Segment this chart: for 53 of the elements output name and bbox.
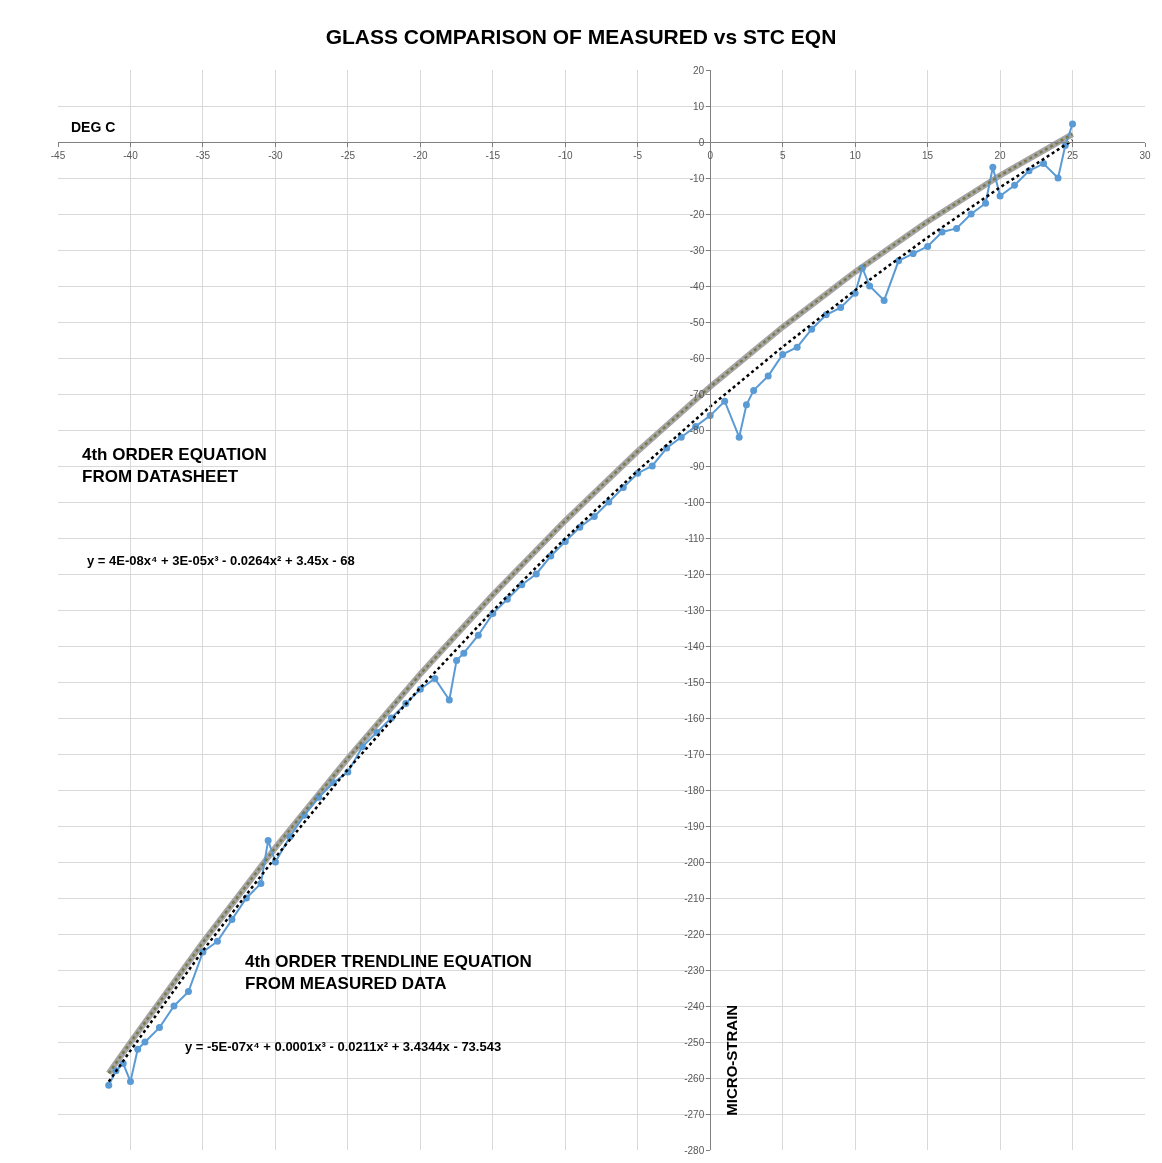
y-tick-label: -30	[689, 244, 705, 256]
y-tick-label: -250	[684, 1036, 705, 1048]
y-tick-label: -170	[684, 748, 705, 760]
x-tick-label: 30	[1139, 150, 1151, 161]
y-axis-title: MICRO-STRAIN	[723, 1004, 741, 1116]
x-tick-label: 20	[994, 150, 1007, 161]
y-tick-label: -90	[689, 460, 705, 472]
y-tick-label: -60	[689, 352, 705, 364]
x-tick-label: -30	[268, 150, 284, 161]
x-tick-label: -45	[50, 150, 66, 161]
y-tick-label: -240	[684, 1000, 705, 1012]
y-tick-label: -180	[684, 784, 705, 796]
x-tick-label: -20	[413, 150, 428, 161]
x-tick-label: -40	[123, 150, 139, 161]
x-axis-title: DEG C	[71, 119, 116, 135]
y-tick-label: -120	[684, 568, 705, 580]
x-tick-label: 25	[1066, 150, 1079, 161]
y-tick-label: -200	[684, 856, 705, 868]
x-tick-label: -15	[485, 150, 501, 161]
y-tick-label: -150	[684, 676, 705, 688]
y-tick-label: -70	[689, 388, 705, 400]
annotation: y = 4E-08x⁴ + 3E-05x³ - 0.0264x² + 3.45x - 68	[87, 553, 355, 568]
x-tick-label: 15	[922, 150, 934, 161]
y-tick-label: -100	[684, 496, 705, 508]
chart-title: GLASS COMPARISON OF MEASURED vs STC EQN	[325, 24, 837, 48]
y-tick-label: -140	[684, 640, 705, 652]
x-tick-label: -25	[340, 150, 356, 161]
y-tick-label: -40	[689, 280, 705, 292]
y-tick-label: -270	[684, 1108, 705, 1120]
annotation: 4th ORDER EQUATION FROM DATASHEET	[82, 445, 267, 487]
y-tick-label: -260	[684, 1072, 705, 1084]
y-tick-label: 10	[693, 100, 705, 112]
y-tick-label: -190	[684, 820, 705, 832]
y-tick-label: -160	[684, 712, 705, 724]
x-tick-label: -35	[195, 150, 211, 161]
y-tick-label: -210	[684, 892, 705, 904]
x-tick-label: 0	[707, 150, 714, 161]
annotation: 4th ORDER TRENDLINE EQUATION FROM MEASURED DATA	[245, 952, 532, 994]
y-tick-label: -10	[689, 172, 705, 184]
y-tick-label: -110	[684, 532, 705, 544]
y-tick-label: 0	[698, 136, 705, 148]
y-tick-label: -280	[684, 1144, 705, 1156]
x-tick-label: 5	[779, 150, 786, 161]
annotation: y = -5E-07x⁴ + 0.0001x³ - 0.0211x² + 3.4344x - 73.543	[185, 1039, 502, 1054]
y-tick-label: -220	[684, 928, 705, 940]
y-tick-label: -130	[684, 604, 705, 616]
y-tick-label: -50	[689, 316, 705, 328]
x-tick-label: -5	[633, 150, 643, 161]
x-tick-label: 10	[849, 150, 862, 161]
x-tick-label: -10	[558, 150, 573, 161]
y-tick-label: -230	[684, 964, 705, 976]
y-tick-label: -20	[689, 208, 705, 220]
y-tick-label: 20	[693, 64, 705, 76]
